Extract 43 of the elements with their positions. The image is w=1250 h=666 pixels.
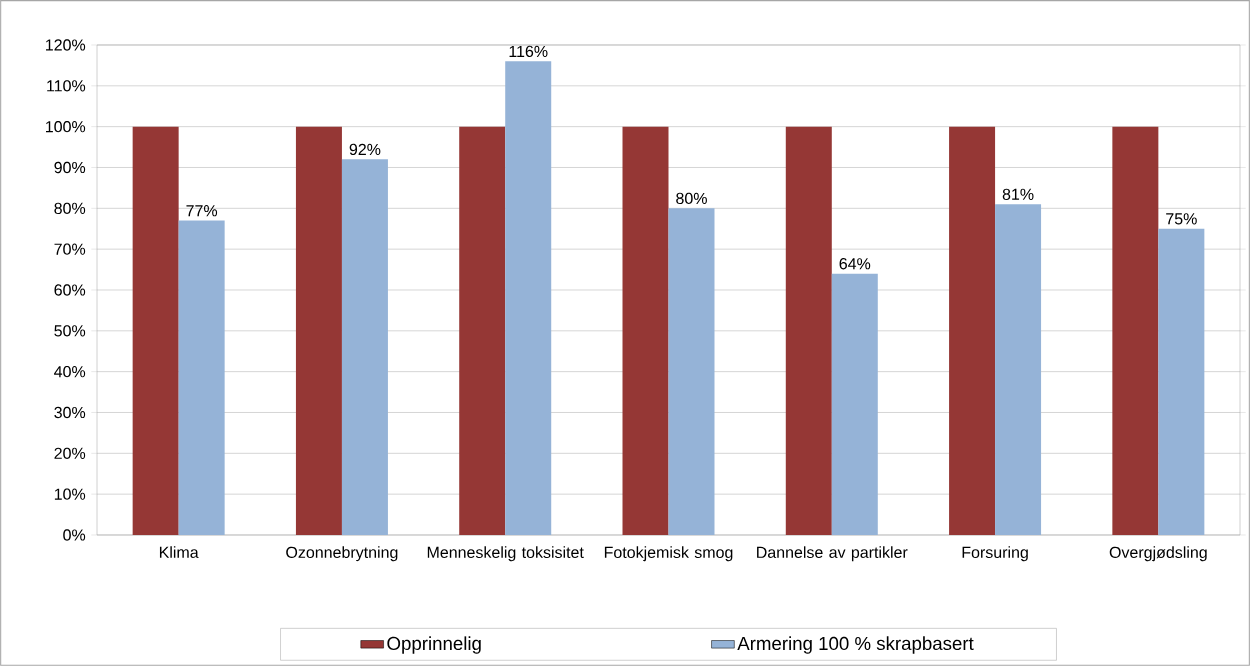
y-tick-label: 10% — [54, 488, 86, 500]
y-tick-label: 100% — [46, 121, 86, 133]
bar — [668, 208, 715, 535]
x-tick-label: Menneskelig toksisitet — [427, 546, 584, 562]
y-tick-label: 40% — [54, 366, 86, 378]
data-label: 80% — [676, 192, 707, 205]
x-tick-label: Ozonnebrytning — [286, 546, 398, 562]
x-tick-label: Dannelse av partikler — [757, 546, 908, 562]
bar — [132, 126, 179, 535]
y-tick-label: 90% — [54, 161, 86, 174]
bar — [459, 126, 506, 535]
data-label: 77% — [186, 205, 218, 217]
y-tick-label: 0% — [63, 529, 86, 541]
data-label: 92% — [349, 143, 381, 156]
bar — [995, 204, 1042, 535]
bar — [1112, 126, 1159, 535]
data-label: 75% — [1166, 213, 1197, 225]
bar — [622, 126, 669, 535]
y-tick-label: 50% — [54, 325, 86, 337]
y-tick-label: 80% — [54, 202, 86, 214]
bar — [1158, 228, 1205, 535]
data-label: 116% — [509, 45, 548, 58]
bar — [295, 126, 342, 535]
x-tick-label: Klima — [159, 546, 199, 559]
bar — [341, 159, 388, 535]
data-label: 81% — [1002, 188, 1034, 200]
y-tick-label: 120% — [46, 39, 86, 51]
x-tick-label: Fotokjemisk smog — [604, 546, 733, 562]
legend-label: Opprinnelig — [387, 636, 481, 654]
y-tick-label: 110% — [47, 80, 86, 92]
bar — [831, 273, 878, 535]
x-tick-label: Forsuring — [962, 546, 1028, 562]
bar — [505, 61, 552, 535]
y-tick-label: 60% — [54, 284, 86, 296]
bar — [178, 220, 225, 535]
legend-label: Armering 100 % skrapbasert — [737, 636, 974, 654]
x-tick-label: Overgjødsling — [1109, 546, 1207, 562]
y-tick-label: 30% — [54, 406, 86, 419]
bar — [785, 126, 832, 535]
data-label: 64% — [839, 258, 871, 270]
y-tick-label: 70% — [54, 243, 86, 255]
bar — [949, 126, 996, 535]
y-tick-label: 20% — [54, 447, 86, 459]
